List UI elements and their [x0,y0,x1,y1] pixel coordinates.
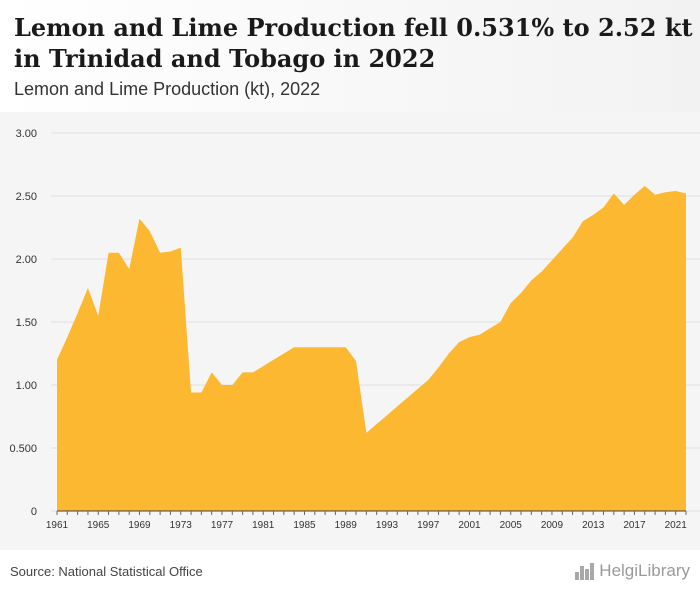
x-tick-label: 1997 [417,520,440,531]
chart-area: 0 0.500 1.00 1.50 2.00 2.50 3.00 1961 1965 1969 19… [0,112,700,550]
x-tick-label: 1965 [87,520,110,531]
page-title: Lemon and Lime Production fell 0.531% to… [14,13,693,73]
y-tick-label: 3.00 [16,128,37,140]
area-chart: 0 0.500 1.00 1.50 2.00 2.50 3.00 1961 1965 1969 19… [9,128,700,531]
source-note: Source: National Statistical Office [10,564,203,579]
library-logo-icon [575,562,595,580]
header: Lemon and Lime Production fell 0.531% to… [0,0,700,112]
x-tick-label: 1977 [211,520,234,531]
y-tick-label: 2.50 [16,191,37,203]
x-tick-label: 1989 [335,520,358,531]
x-tick-label: 1985 [293,520,316,531]
x-tick-label: 2017 [623,520,646,531]
y-tick-label: 1.00 [16,380,37,392]
x-tick-label: 2005 [500,520,523,531]
y-tick-label: 1.50 [16,317,37,329]
y-tick-label: 0 [31,506,37,518]
x-tick-label: 1961 [46,520,69,531]
x-tick-label: 1981 [252,520,275,531]
y-tick-label: 0.500 [9,443,37,455]
x-tick-label: 1969 [128,520,151,531]
area-series [57,185,686,512]
y-tick-label: 2.00 [16,254,37,266]
x-tick-label: 1973 [170,520,193,531]
x-tick-label: 2001 [458,520,481,531]
helgi-library-logo: HelgiLibrary [575,561,690,581]
chart-subtitle: Lemon and Lime Production (kt), 2022 [14,79,321,99]
x-tick-label: 1993 [376,520,399,531]
logo-text: HelgiLibrary [599,561,690,580]
x-tick-label: 2009 [541,520,564,531]
x-tick-label: 2013 [582,520,605,531]
x-tick-label: 2021 [665,520,688,531]
